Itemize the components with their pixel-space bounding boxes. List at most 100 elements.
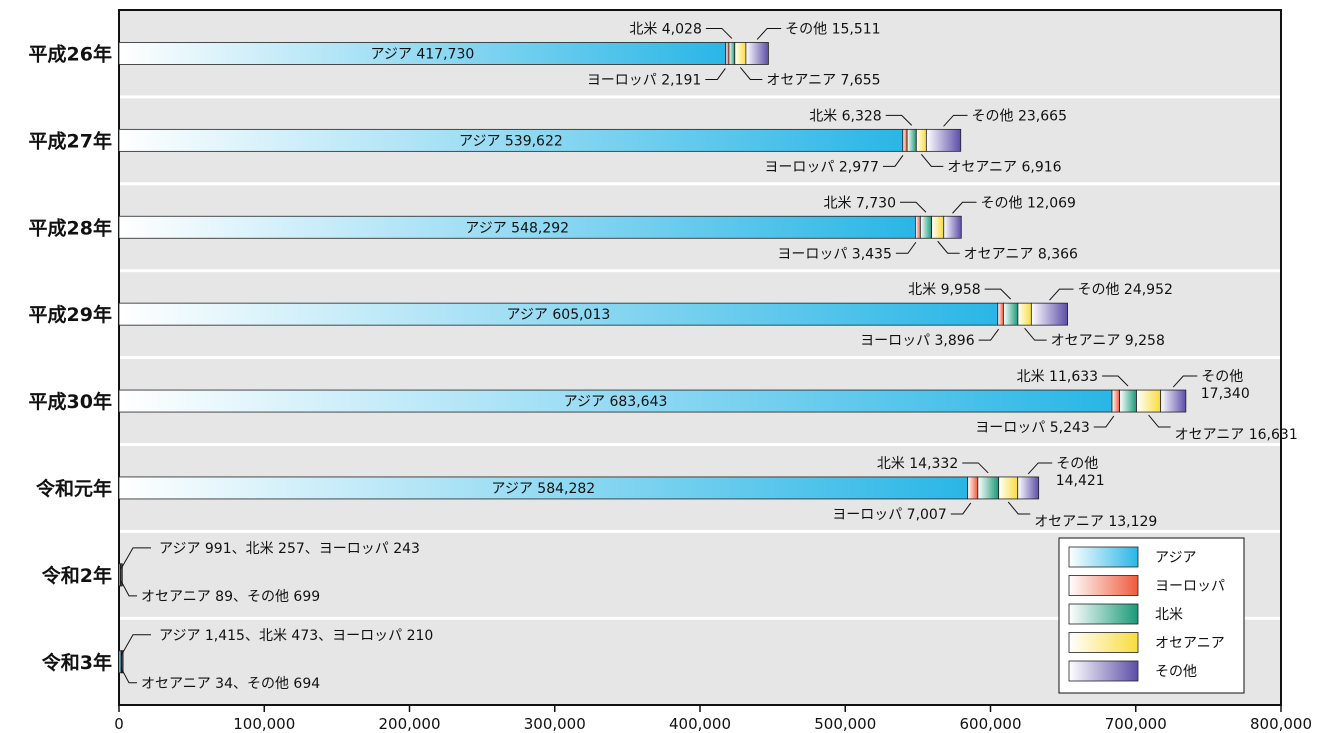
row-separator xyxy=(120,182,1280,186)
leader-line xyxy=(952,201,977,214)
leader-line xyxy=(962,462,989,474)
bar-segment xyxy=(745,42,769,65)
legend-swatch xyxy=(1068,575,1139,596)
legend-swatch xyxy=(1068,632,1139,653)
x-tick-label: 800,000 xyxy=(1250,715,1312,733)
x-tick-label: 100,000 xyxy=(233,715,295,733)
asia-value-label: アジア 548,292 xyxy=(465,220,569,236)
oceania-label: オセアニア 16,631 xyxy=(1175,427,1298,443)
europe-label: ヨーロッパ 3,896 xyxy=(860,333,975,349)
x-tick-label: 700,000 xyxy=(1105,715,1167,733)
bar-segment xyxy=(967,476,979,500)
bar-segment xyxy=(915,128,927,152)
leader-line xyxy=(1027,462,1053,475)
leader-line xyxy=(895,241,917,254)
legend-swatch xyxy=(1068,603,1139,625)
europe-label: ヨーロッパ 2,977 xyxy=(764,159,879,175)
leader-line xyxy=(920,154,944,167)
legend-label: 北米 xyxy=(1155,607,1183,623)
bar-segment xyxy=(728,42,736,65)
leader-line xyxy=(885,114,913,126)
category-label: 平成30年 xyxy=(29,390,112,413)
oceania-label: オセアニア 7,655 xyxy=(766,72,880,88)
leader-line xyxy=(739,67,763,80)
bar-segment xyxy=(919,215,933,239)
category-label: 平成28年 xyxy=(29,216,112,239)
leader-line xyxy=(882,155,904,167)
leader-line xyxy=(1049,288,1074,301)
leader-line xyxy=(705,27,733,39)
bar-segment xyxy=(1136,389,1162,413)
north-america-label: 北米 6,328 xyxy=(809,108,882,124)
leader-line xyxy=(984,288,1012,300)
europe-label: ヨーロッパ 5,243 xyxy=(975,420,1090,436)
small-bar-label-bottom: オセアニア 89、その他 699 xyxy=(141,589,320,605)
legend-swatch xyxy=(1068,546,1139,568)
category-label: 令和元年 xyxy=(36,477,112,500)
leader-line xyxy=(899,201,927,213)
x-tick-label: 300,000 xyxy=(524,715,586,733)
bar-segment xyxy=(120,563,123,587)
other-label: その他 23,665 xyxy=(972,108,1067,124)
leader-line xyxy=(705,68,726,80)
bar-segment xyxy=(997,302,1004,326)
row-separator xyxy=(120,95,1280,99)
leader-line xyxy=(950,502,972,515)
leader-line xyxy=(1102,375,1129,387)
bar-segment xyxy=(906,128,917,152)
leader-line xyxy=(120,580,137,597)
row-separator xyxy=(120,443,1280,446)
category-label: 平成27年 xyxy=(29,129,112,152)
bar-segment xyxy=(121,650,124,674)
other-value-label: 17,340 xyxy=(1201,386,1250,402)
x-tick-label: 600,000 xyxy=(959,715,1021,733)
bar-segment xyxy=(1017,476,1040,500)
leader-line xyxy=(756,27,782,40)
leader-line xyxy=(1172,375,1198,388)
category-label: 令和3年 xyxy=(42,651,112,674)
category-label: 平成29年 xyxy=(29,303,112,326)
leader-line xyxy=(937,240,960,254)
oceania-label: オセアニア 6,916 xyxy=(947,159,1061,175)
bar-segment xyxy=(998,476,1019,500)
leader-line xyxy=(978,328,1000,341)
bar-segment xyxy=(1160,389,1187,413)
asia-value-label: アジア 539,622 xyxy=(459,133,563,149)
bar-segment xyxy=(1030,302,1068,326)
other-label: その他 24,952 xyxy=(1077,282,1172,298)
other-label: その他 xyxy=(1056,456,1098,472)
small-bar-label-bottom: オセアニア 34、その他 694 xyxy=(141,676,320,692)
north-america-label: 北米 9,958 xyxy=(908,282,981,298)
bar-segment xyxy=(977,476,1000,500)
leader-line xyxy=(943,114,968,127)
legend-label: ヨーロッパ xyxy=(1155,579,1225,595)
leader-line xyxy=(1148,414,1171,428)
north-america-label: 北米 14,332 xyxy=(877,456,958,472)
legend-swatch xyxy=(1068,660,1139,682)
north-america-label: 北米 7,730 xyxy=(823,195,896,211)
bar-segment xyxy=(943,215,962,239)
x-tick-label: 0 xyxy=(114,715,124,733)
x-tick-label: 200,000 xyxy=(378,715,440,733)
leader-line xyxy=(1024,327,1047,341)
small-bar-label-top: アジア 1,415、北米 473、ヨーロッパ 210 xyxy=(159,628,433,644)
other-value-label: 14,421 xyxy=(1056,473,1105,489)
category-label: 令和2年 xyxy=(42,564,112,587)
asia-value-label: アジア 417,730 xyxy=(370,46,474,62)
row-separator xyxy=(120,529,1280,533)
other-label: その他 15,511 xyxy=(785,21,880,37)
category-label: 平成26年 xyxy=(29,42,112,65)
bar-segment xyxy=(734,42,747,65)
leader-line xyxy=(1007,501,1031,515)
bar-segment xyxy=(1119,389,1137,413)
leader-line xyxy=(1093,415,1115,428)
row-separator xyxy=(120,616,1280,620)
bar-segment xyxy=(902,128,908,152)
europe-label: ヨーロッパ 2,191 xyxy=(587,72,702,88)
small-bar-label-top: アジア 991、北米 257、ヨーロッパ 243 xyxy=(159,541,420,557)
row-separator xyxy=(120,356,1280,360)
europe-label: ヨーロッパ 7,007 xyxy=(832,507,947,523)
bar-segment xyxy=(1003,302,1019,326)
